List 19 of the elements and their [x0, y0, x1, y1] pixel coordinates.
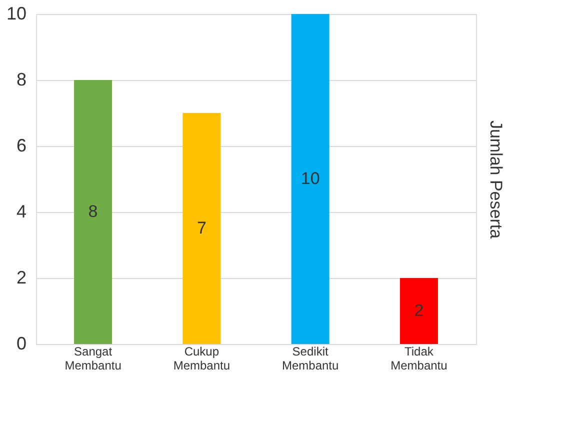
bar [182, 113, 221, 344]
data-label: 8 [88, 202, 98, 221]
bar [400, 278, 438, 344]
y-axis-title: Jumlah Peserta [486, 120, 506, 240]
x-tick-label: Cukup Membantu [173, 344, 230, 372]
data-label: 7 [196, 218, 206, 238]
x-tick-label: Sedikit Membantu [282, 344, 339, 372]
y-tick-label: 0 [16, 334, 26, 354]
y-tick-label: 2 [16, 268, 26, 288]
x-tick-label: Sangat Membantu [64, 344, 122, 372]
data-label: 10 [300, 169, 320, 188]
y-tick-label: 4 [16, 202, 26, 222]
data-label: 2 [414, 301, 424, 320]
y-tick-label: 8 [16, 70, 26, 90]
y-tick-label: 6 [16, 136, 26, 156]
x-tick-label: Tidak Membantu [390, 344, 448, 372]
bar [74, 80, 112, 344]
y-tick-label: 10 [6, 4, 26, 24]
bar [291, 14, 330, 344]
